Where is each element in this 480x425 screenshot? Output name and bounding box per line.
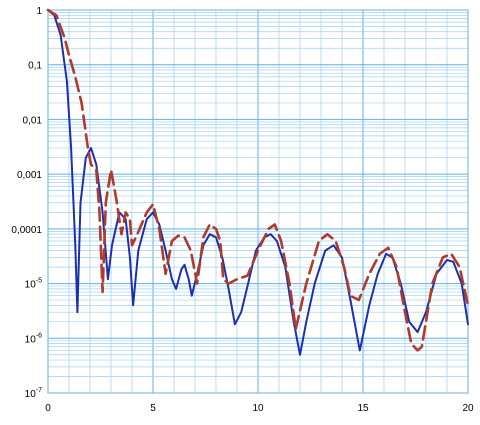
y-tick-label: 0,1 xyxy=(28,61,42,72)
x-tick-label: 5 xyxy=(150,403,156,414)
series-layer xyxy=(46,8,470,356)
x-tick-label: 0 xyxy=(45,403,51,414)
y-tick-label: 10-7 xyxy=(25,387,42,400)
x-tick-label: 20 xyxy=(462,403,474,414)
x-tick-label: 15 xyxy=(357,403,369,414)
x-axis-tick-labels: 0 5 10 15 20 xyxy=(45,403,474,414)
y-tick-label: 10-5 xyxy=(25,278,42,291)
plot-frame xyxy=(47,9,469,394)
grid xyxy=(47,10,469,394)
y-tick-label: 0,001 xyxy=(17,170,42,181)
series-line-dashed xyxy=(46,8,470,352)
y-tick-label: 0,0001 xyxy=(11,225,42,236)
y-tick-label: 10-6 xyxy=(25,332,42,345)
y-axis-tick-labels: 1 0,1 0,01 0,001 0,0001 10-5 10-6 10-7 xyxy=(11,6,42,400)
y-tick-label: 1 xyxy=(36,6,42,17)
x-tick-label: 10 xyxy=(252,403,264,414)
series-line-solid xyxy=(47,9,469,356)
y-tick-label: 0,01 xyxy=(23,115,43,126)
